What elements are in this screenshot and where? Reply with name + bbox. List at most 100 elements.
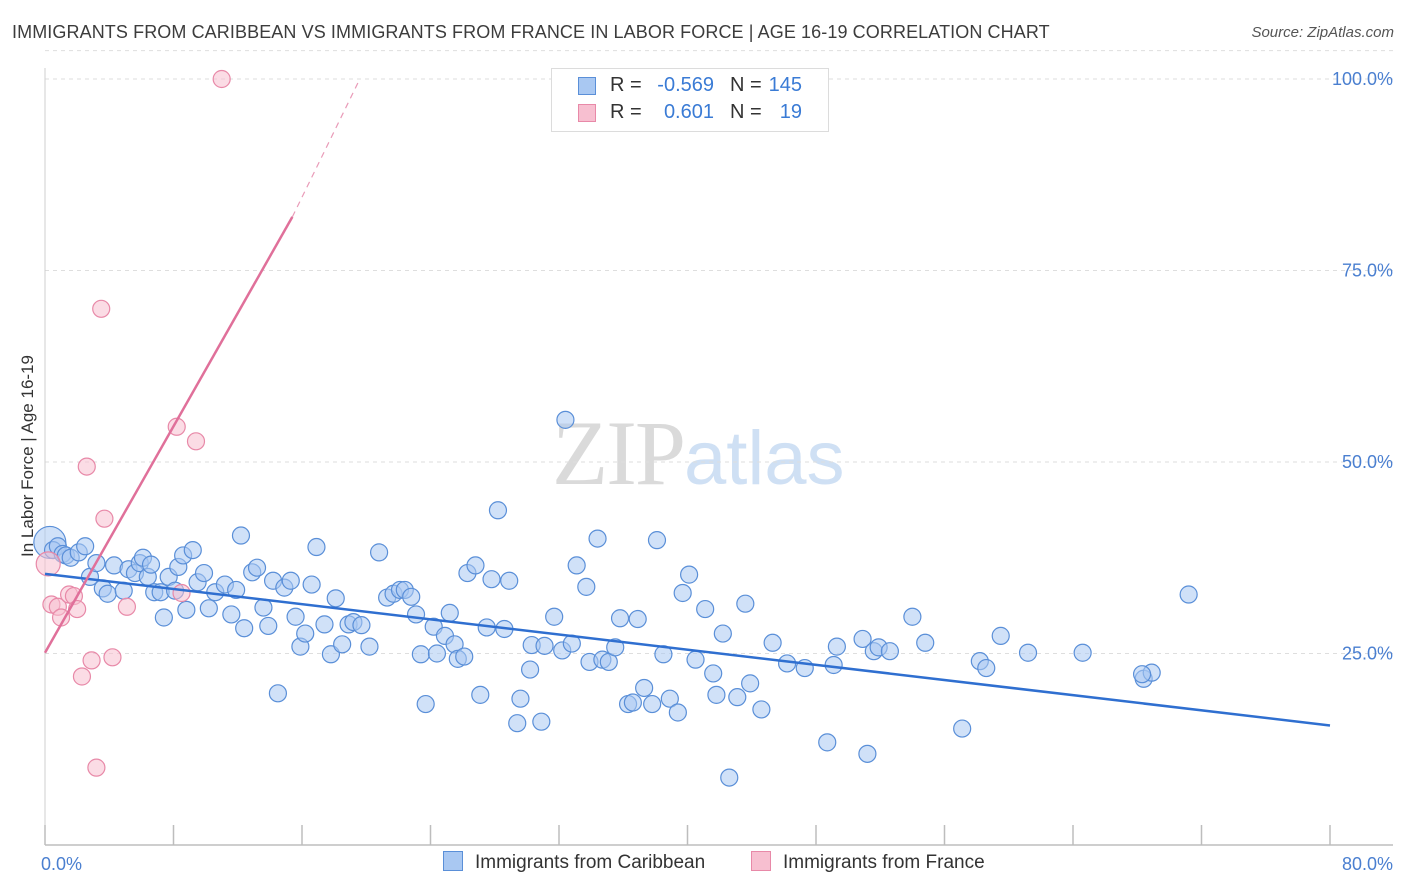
legend-r-value: 0.601 — [663, 101, 714, 123]
data-point-caribbean — [704, 664, 723, 683]
data-point-france — [35, 551, 61, 577]
data-point-caribbean — [76, 537, 95, 556]
data-point-caribbean — [635, 678, 654, 698]
data-point-caribbean — [411, 645, 430, 664]
data-point-caribbean — [977, 658, 996, 678]
data-point-france — [172, 583, 191, 603]
data-point-caribbean — [370, 543, 389, 562]
data-point-caribbean — [281, 571, 300, 590]
data-point-caribbean — [500, 571, 519, 590]
data-point-caribbean — [903, 607, 922, 626]
data-point-caribbean — [222, 605, 241, 624]
data-point-caribbean — [466, 556, 485, 575]
data-point-caribbean — [296, 624, 315, 643]
trend-line-france — [43, 216, 294, 654]
correlation-legend: R = -0.569 N = 145 R = 0.601 N = 19 — [551, 68, 829, 132]
data-point-caribbean — [194, 563, 214, 583]
data-point-caribbean — [643, 694, 662, 714]
data-point-caribbean — [628, 609, 647, 629]
data-point-caribbean — [1179, 585, 1198, 604]
data-point-caribbean — [455, 647, 474, 666]
data-point-caribbean — [610, 609, 630, 628]
data-point-caribbean — [307, 537, 326, 557]
legend-swatch-blue — [578, 77, 596, 95]
legend-n-label: N = — [730, 101, 762, 123]
data-point-caribbean — [567, 556, 586, 575]
legend-swatch-pink — [578, 104, 596, 122]
data-point-caribbean — [402, 587, 421, 606]
data-point-france — [117, 597, 137, 616]
data-point-caribbean — [1132, 665, 1152, 684]
data-point-caribbean — [302, 575, 321, 594]
data-point-caribbean — [763, 633, 782, 652]
y-tick-label: 100.0% — [1332, 69, 1393, 89]
data-point-caribbean — [606, 638, 625, 657]
data-point-france — [82, 651, 101, 670]
data-point-france — [95, 509, 114, 528]
data-point-caribbean — [668, 703, 687, 722]
data-point-caribbean — [880, 642, 899, 661]
data-point-caribbean — [254, 598, 273, 617]
data-point-caribbean — [1073, 643, 1092, 662]
legend-item-caribbean: Immigrants from Caribbean — [443, 851, 705, 874]
data-point-caribbean — [326, 589, 345, 608]
legend-swatch-caribbean — [443, 851, 463, 871]
legend-r-label: R = — [610, 101, 642, 123]
chart-title: IMMIGRANTS FROM CARIBBEAN VS IMMIGRANTS … — [12, 22, 1050, 42]
data-point-caribbean — [707, 685, 726, 704]
data-point-caribbean — [686, 650, 705, 669]
legend-r-value: -0.569 — [657, 74, 714, 96]
data-point-caribbean — [360, 637, 379, 656]
data-point-france — [103, 648, 122, 667]
data-point-caribbean — [286, 607, 305, 626]
data-point-caribbean — [177, 600, 196, 619]
data-point-caribbean — [623, 693, 642, 712]
data-point-france — [77, 457, 96, 476]
data-point-france — [87, 758, 106, 777]
data-point-caribbean — [647, 531, 667, 550]
data-point-caribbean — [660, 689, 679, 708]
data-point-caribbean — [520, 660, 540, 679]
legend-n-value: 19 — [779, 101, 802, 123]
data-point-caribbean — [511, 689, 530, 708]
data-point-caribbean — [535, 636, 554, 655]
data-point-caribbean — [141, 555, 161, 574]
data-point-caribbean — [227, 580, 246, 600]
data-point-caribbean — [154, 608, 173, 627]
watermark-atlas: atlas — [684, 416, 845, 501]
data-point-caribbean — [1018, 643, 1038, 662]
data-point-caribbean — [352, 616, 371, 635]
data-point-caribbean — [333, 635, 352, 654]
y-tick-label: 50.0% — [1342, 452, 1393, 472]
data-point-caribbean — [720, 768, 739, 787]
data-point-caribbean — [680, 565, 699, 584]
data-point-caribbean — [752, 700, 771, 719]
data-point-caribbean — [440, 603, 459, 623]
data-point-caribbean — [853, 629, 872, 649]
data-point-caribbean — [588, 529, 607, 548]
data-point-caribbean — [556, 410, 575, 429]
data-point-caribbean — [199, 599, 218, 618]
data-point-caribbean — [247, 558, 267, 577]
data-point-caribbean — [736, 594, 755, 613]
data-point-caribbean — [98, 584, 117, 603]
data-point-caribbean — [259, 616, 278, 636]
data-point-caribbean — [545, 607, 564, 626]
data-point-caribbean — [488, 501, 508, 520]
data-point-caribbean — [471, 685, 490, 704]
data-point-caribbean — [777, 654, 797, 673]
legend-swatch-france — [751, 851, 771, 871]
data-point-caribbean — [532, 712, 551, 731]
legend-label-caribbean: Immigrants from Caribbean — [475, 852, 706, 873]
legend-r-label: R = — [610, 74, 642, 96]
data-point-caribbean — [577, 577, 596, 596]
legend-item-france: Immigrants from France — [751, 851, 985, 874]
data-point-caribbean — [416, 694, 435, 714]
data-point-france — [92, 299, 111, 318]
y-tick-label: 75.0% — [1342, 261, 1393, 281]
data-point-caribbean — [916, 633, 935, 652]
legend-row-france: R = 0.601 N = 19 — [552, 101, 828, 127]
data-point-caribbean — [827, 637, 846, 656]
trend-line-caribbean — [44, 572, 1331, 727]
